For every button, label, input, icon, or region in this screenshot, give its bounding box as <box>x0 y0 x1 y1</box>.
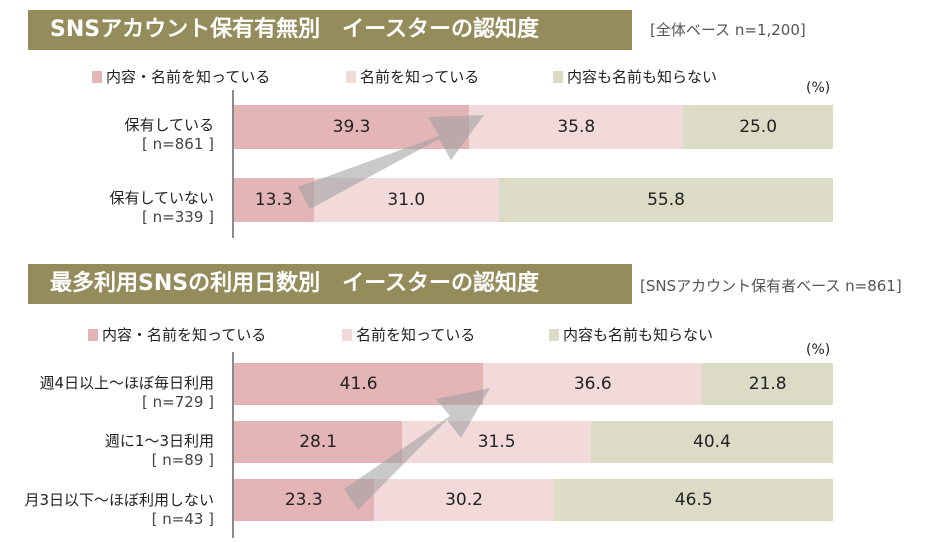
legend-swatch <box>88 328 98 341</box>
category-name: 週に1～3日利用 <box>104 432 214 450</box>
stacked-bar: 41.6 36.6 21.8 <box>234 363 833 405</box>
unit-label: (%) <box>806 80 831 96</box>
legend-item: 内容も名前も知らない <box>553 66 717 87</box>
bar-segment: 35.8 <box>469 105 684 149</box>
legend: 内容・名前を知っている 名前を知っている 内容も名前も知らない <box>0 324 940 344</box>
bar-segment: 36.6 <box>483 363 703 405</box>
legend-label: 内容・名前を知っている <box>102 326 267 344</box>
bar-segment: 25.0 <box>683 105 833 149</box>
legend-label: 名前を知っている <box>360 68 480 86</box>
bar-segment: 23.3 <box>234 479 374 521</box>
category-sample-size: [ n=339 ] <box>142 208 214 226</box>
bar-segment: 28.1 <box>234 421 403 463</box>
category-label: 週4日以上～ほぼ毎日利用 [ n=729 ] <box>39 374 214 412</box>
category-sample-size: [ n=89 ] <box>151 451 214 469</box>
data-label: 28.1 <box>299 432 338 452</box>
category-name: 保有している <box>124 116 214 134</box>
unit-label: (%) <box>806 342 831 358</box>
legend-label: 内容も名前も知らない <box>563 326 714 344</box>
legend-item: 名前を知っている <box>342 324 475 345</box>
category-sample-size: [ n=729 ] <box>142 393 214 411</box>
data-label: 21.8 <box>748 374 787 394</box>
category-name: 週4日以上～ほぼ毎日利用 <box>39 374 214 392</box>
bar-segment: 41.6 <box>234 363 484 405</box>
data-label: 35.8 <box>557 117 596 137</box>
data-label: 36.6 <box>573 374 612 394</box>
category-name: 月3日以下～ほぼ利用しない <box>24 491 214 509</box>
legend-swatch <box>549 328 559 341</box>
data-label: 41.6 <box>339 374 378 394</box>
data-label: 25.0 <box>739 117 778 137</box>
legend-swatch <box>92 70 102 83</box>
bar-segment: 30.2 <box>373 479 555 521</box>
chart-title: 最多利用SNSの利用日数別 イースターの認知度 <box>28 264 632 304</box>
bar-segment: 55.8 <box>499 178 833 222</box>
data-label: 31.5 <box>477 432 516 452</box>
data-label: 46.5 <box>674 490 713 510</box>
legend-swatch <box>346 70 356 83</box>
category-axis <box>232 352 234 538</box>
bar-segment: 31.5 <box>402 421 591 463</box>
legend-swatch <box>553 70 563 83</box>
data-label: 30.2 <box>445 490 483 510</box>
data-label: 13.3 <box>254 190 293 210</box>
legend-label: 内容・名前を知っている <box>106 68 271 86</box>
bar-segment: 21.8 <box>702 363 833 405</box>
stacked-bar: 23.3 30.2 46.5 <box>234 479 833 521</box>
base-note: [全体ベース n=1,200] <box>650 21 806 39</box>
category-label: 月3日以下～ほぼ利用しない [ n=43 ] <box>24 491 214 529</box>
category-label: 保有していない [ n=339 ] <box>109 189 214 227</box>
legend-item: 内容・名前を知っている <box>92 66 270 87</box>
bar-segment: 46.5 <box>554 479 833 521</box>
data-label: 55.8 <box>647 190 685 210</box>
data-label: 23.3 <box>284 490 323 510</box>
category-name: 保有していない <box>109 189 214 207</box>
chart-title: SNSアカウント保有有無別 イースターの認知度 <box>28 10 632 50</box>
base-note: [SNSアカウント保有者ベース n=861] <box>640 277 902 295</box>
category-label: 週に1～3日利用 [ n=89 ] <box>105 432 214 470</box>
category-sample-size: [ n=861 ] <box>142 135 214 153</box>
category-axis <box>232 90 234 238</box>
stacked-bar: 28.1 31.5 40.4 <box>234 421 833 463</box>
category-label: 保有している [ n=861 ] <box>124 116 214 154</box>
legend-item: 内容・名前を知っている <box>88 324 266 345</box>
legend-label: 内容も名前も知らない <box>567 68 718 86</box>
bar-segment: 40.4 <box>590 421 833 463</box>
data-label: 40.4 <box>693 432 731 452</box>
legend-swatch <box>342 328 352 341</box>
legend-label: 名前を知っている <box>356 326 476 344</box>
category-sample-size: [ n=43 ] <box>151 510 214 528</box>
legend-item: 内容も名前も知らない <box>549 324 713 345</box>
legend: 内容・名前を知っている 名前を知っている 内容も名前も知らない <box>0 66 940 86</box>
legend-item: 名前を知っている <box>346 66 479 87</box>
